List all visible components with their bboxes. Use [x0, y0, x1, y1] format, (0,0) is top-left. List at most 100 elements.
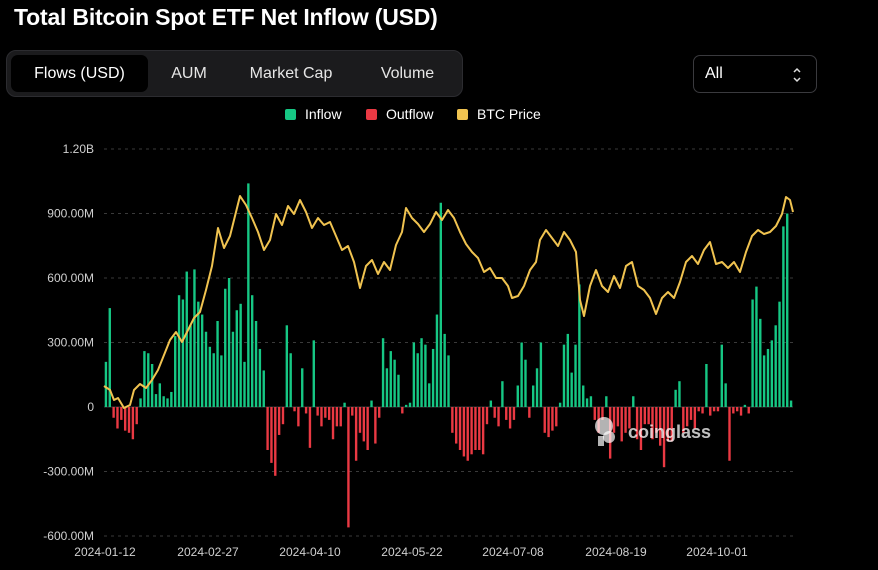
outflow-bar — [351, 407, 354, 416]
inflow-bar — [370, 400, 373, 407]
legend-item-btc-price[interactable]: BTC Price — [457, 106, 541, 122]
range-select-value: All — [705, 65, 723, 82]
btc-price-line — [103, 195, 794, 409]
outflow-bar — [339, 407, 342, 427]
inflow-bar — [104, 361, 108, 407]
inflow-bar — [786, 213, 789, 407]
outflow-bar — [293, 407, 296, 412]
outflow-bar — [274, 407, 277, 476]
inflow-bar — [143, 351, 146, 407]
inflow-bar — [501, 381, 504, 407]
outflow-bar — [131, 407, 135, 440]
outflow-bar — [739, 407, 743, 416]
outflow-bar — [712, 407, 716, 412]
inflow-bar — [724, 383, 727, 407]
legend-item-outflow[interactable]: Outflow — [366, 106, 433, 122]
outflow-bar — [497, 407, 500, 427]
legend-swatch-outflow — [366, 109, 377, 120]
legend-label-btc-price: BTC Price — [477, 106, 541, 122]
x-tick-label: 2024-07-08 — [482, 545, 544, 559]
outflow-bar — [635, 407, 639, 440]
outflow-bar — [320, 407, 323, 427]
inflow-bar — [535, 368, 539, 407]
x-tick-label: 2024-10-01 — [686, 545, 748, 559]
inflow-bar — [562, 344, 566, 407]
tab-volume[interactable]: Volume — [380, 65, 435, 82]
outflow-bar — [281, 407, 285, 425]
inflow-bar — [220, 355, 223, 407]
inflow-bar — [674, 389, 677, 407]
inflow-bar — [254, 321, 258, 407]
inflow-bar — [139, 398, 142, 407]
legend-swatch-btc-price — [457, 109, 468, 120]
outflow-bar — [374, 407, 377, 444]
y-tick-label: 0 — [87, 400, 94, 414]
inflow-bar — [743, 404, 747, 407]
x-tick-label: 2024-08-19 — [585, 545, 647, 559]
inflow-bar — [424, 344, 427, 407]
inflow-bar — [762, 355, 766, 407]
watermark-text: coinglass — [628, 422, 711, 442]
inflow-bar — [189, 325, 192, 407]
legend-item-inflow[interactable]: Inflow — [285, 106, 342, 122]
tab-flows-usd[interactable]: Flows (USD) — [11, 55, 148, 92]
inflow-bar — [589, 396, 593, 407]
inflow-bar — [389, 351, 392, 407]
outflow-bar — [112, 407, 115, 418]
y-tick-label: 1.20B — [63, 142, 94, 156]
inflow-bar — [566, 333, 570, 407]
outflow-bar — [651, 407, 654, 440]
outflow-bar — [670, 407, 673, 442]
outflow-bar — [655, 407, 658, 433]
inflow-bar — [208, 346, 212, 407]
tab-market-cap[interactable]: Market Cap — [249, 65, 333, 82]
inflow-bar — [200, 314, 204, 407]
outflow-bar — [327, 407, 331, 420]
outflow-bar — [747, 407, 750, 414]
outflow-bar — [732, 407, 735, 414]
outflow-bar — [701, 407, 704, 414]
inflow-bar — [235, 310, 238, 407]
inflow-bar — [224, 288, 227, 407]
inflow-bar — [289, 353, 292, 407]
y-tick-label: -300.00M — [43, 465, 94, 479]
inflow-bar — [520, 342, 523, 407]
inflow-bar — [227, 278, 231, 407]
inflow-bar — [216, 321, 219, 407]
outflow-bar — [709, 407, 712, 416]
inflow-bar — [154, 394, 158, 407]
legend-label-inflow: Inflow — [305, 106, 342, 122]
inflow-bar — [755, 286, 758, 407]
inflow-bar — [632, 396, 635, 407]
outflow-bar — [662, 407, 666, 468]
outflow-bar — [481, 407, 485, 455]
inflow-bar — [766, 348, 770, 407]
outflow-bar — [616, 407, 620, 427]
outflow-bar — [697, 407, 700, 412]
inflow-bar — [301, 368, 304, 407]
range-select[interactable]: All — [693, 55, 817, 93]
outflow-bar — [647, 407, 650, 425]
inflow-bar — [751, 299, 754, 407]
tab-aum[interactable]: AUM — [171, 65, 207, 82]
inflow-bar — [197, 301, 200, 407]
inflow-bar — [177, 295, 181, 407]
outflow-bar — [347, 407, 350, 528]
y-tick-label: -600.00M — [43, 529, 94, 543]
inflow-bar — [412, 342, 416, 407]
coinglass-logo-icon — [595, 417, 615, 446]
outflow-bar — [551, 407, 554, 431]
outflow-bar — [462, 407, 466, 457]
outflow-bar — [116, 407, 119, 429]
outflow-bar — [508, 407, 512, 429]
inflow-bar — [574, 344, 577, 407]
outflow-bar — [693, 407, 697, 429]
inflow-bar — [162, 396, 165, 407]
inflow-bar — [170, 391, 173, 407]
inflow-bar — [185, 271, 188, 407]
x-tick-label: 2024-01-12 — [74, 545, 136, 559]
inflow-bar — [531, 385, 535, 407]
outflow-bar — [362, 407, 366, 442]
inflow-bar — [397, 374, 400, 407]
